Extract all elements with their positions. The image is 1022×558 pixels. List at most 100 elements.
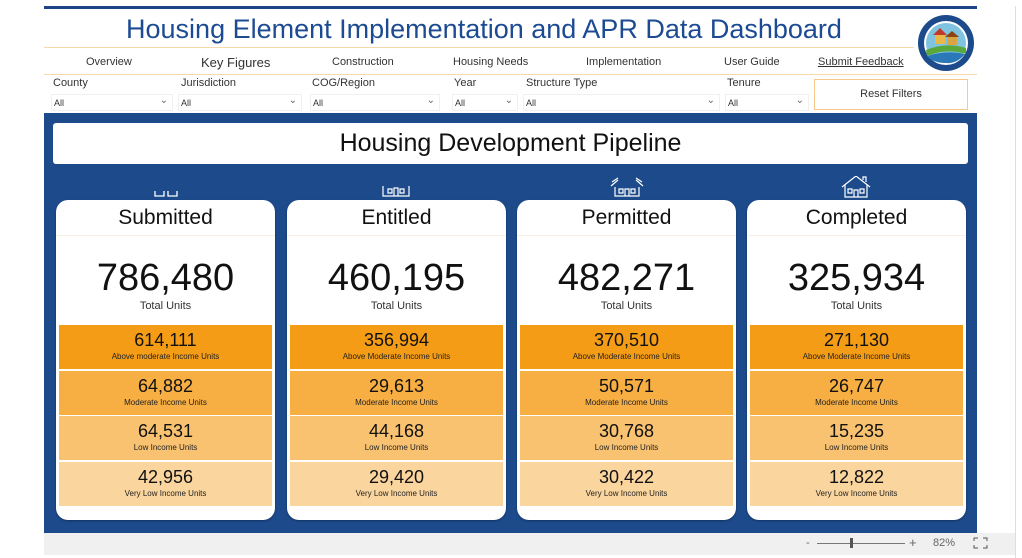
income-units-value: 15,235 [828,421,885,441]
card-permitted: Permitted 482,271 Total Units 370,510 Ab… [517,200,736,520]
dropdown-value: All [526,98,537,108]
nav-overview[interactable]: Overview [86,56,132,68]
income-row: 30,422 Very Low Income Units [520,462,733,506]
income-row: 29,420 Very Low Income Units [290,462,503,506]
status-bar [44,533,1015,555]
dropdown-value: All [455,98,466,108]
income-row: 42,956 Very Low Income Units [59,462,272,506]
empty-lots-icon [154,191,178,197]
income-row: 64,531 Low Income Units [59,416,272,460]
nav-submit-feedback[interactable]: Submit Feedback [818,56,904,68]
income-units-value: 12,822 [828,467,885,487]
page-border [1015,6,1016,558]
income-units-value: 64,531 [137,421,194,441]
header-rule [44,6,977,9]
nav-key-figures[interactable]: Key Figures [201,55,271,70]
page-title: Housing Element Implementation and APR D… [126,14,842,44]
income-units-label: Low Income Units [364,443,429,452]
income-units-value: 50,571 [598,376,655,396]
card-entitled: Entitled 460,195 Total Units 356,994 Abo… [287,200,506,520]
zoom-slider[interactable] [817,543,905,544]
income-units-label: Moderate Income Units [585,398,668,407]
income-units-label: Very Low Income Units [815,489,898,498]
income-units-label: Low Income Units [133,443,198,452]
income-units-label: Moderate Income Units [355,398,438,407]
total-units-label: Total Units [830,300,883,312]
income-units-value: 370,510 [593,330,660,350]
income-row: 12,822 Very Low Income Units [750,462,963,506]
total-units-value: 786,480 [96,257,235,299]
dropdown-value: All [181,98,192,108]
tenure-dropdown[interactable]: All ⌄ [725,94,809,111]
income-units-value: 64,882 [137,376,194,396]
nav-implementation[interactable]: Implementation [586,56,662,68]
cog-region-dropdown[interactable]: All ⌄ [310,94,440,111]
income-units-value: 29,420 [368,467,425,487]
nav-construction[interactable]: Construction [332,56,394,68]
income-row: 271,130 Above Moderate Income Units [750,325,963,369]
hcd-logo [918,15,974,71]
income-units-value: 614,111 [134,330,197,350]
income-units-label: Very Low Income Units [355,489,438,498]
zoom-slider-handle[interactable] [850,538,853,548]
income-row: 44,168 Low Income Units [290,416,503,460]
income-units-label: Low Income Units [594,443,659,452]
chevron-down-icon: ⌄ [288,95,297,106]
house-icon [841,176,871,198]
card-title: Submitted [56,200,275,236]
income-row: 356,994 Above Moderate Income Units [290,325,503,369]
dropdown-value: All [728,98,739,108]
jurisdiction-dropdown[interactable]: All ⌄ [178,94,302,111]
income-units-value: 42,956 [137,467,194,487]
income-units-label: Above Moderate Income Units [802,352,911,361]
zoom-in-button[interactable]: + [909,535,917,550]
card-submitted: Submitted 786,480 Total Units 614,111 Ab… [56,200,275,520]
chevron-down-icon: ⌄ [795,95,804,106]
zoom-out-button[interactable]: - [806,537,810,549]
filter-label-cog-region: COG/Region [312,77,375,89]
total-units-label: Total Units [370,300,423,312]
card-completed: Completed 325,934 Total Units 271,130 Ab… [747,200,966,520]
divider [44,74,977,75]
zoom-level: 82% [933,537,956,549]
reset-filters-button[interactable]: Reset Filters [814,79,968,110]
income-units-value: 29,613 [368,376,425,396]
income-units-label: Low Income Units [824,443,889,452]
income-units-label: Above Moderate Income Units [342,352,451,361]
year-dropdown[interactable]: All ⌄ [452,94,518,111]
income-row: 64,882 Moderate Income Units [59,371,272,415]
income-units-label: Moderate Income Units [124,398,207,407]
dropdown-value: All [313,98,324,108]
filter-label-county: County [53,77,88,89]
income-units-value: 26,747 [828,376,885,396]
fullscreen-icon[interactable] [973,537,988,549]
total-units-value: 325,934 [787,257,926,299]
income-units-value: 30,422 [598,467,655,487]
income-row: 370,510 Above Moderate Income Units [520,325,733,369]
card-title: Completed [747,200,966,236]
income-row: 30,768 Low Income Units [520,416,733,460]
county-dropdown[interactable]: All ⌄ [51,94,173,111]
structure-type-dropdown[interactable]: All ⌄ [523,94,720,111]
filter-label-jurisdiction: Jurisdiction [181,77,237,89]
filter-label-structure-type: Structure Type [526,77,598,89]
income-row: 26,747 Moderate Income Units [750,371,963,415]
income-units-label: Moderate Income Units [815,398,898,407]
income-units-value: 44,168 [368,421,425,441]
income-units-value: 30,768 [598,421,655,441]
income-units-label: Very Low Income Units [585,489,668,498]
total-units-label: Total Units [139,300,192,312]
divider [44,47,914,48]
filter-label-year: Year [454,77,477,89]
building-foundation-icon [382,186,410,197]
total-units-value: 460,195 [327,257,466,299]
nav-housing-needs[interactable]: Housing Needs [453,56,529,68]
chevron-down-icon: ⌄ [426,95,435,106]
nav-user-guide[interactable]: User Guide [724,56,780,68]
card-title: Entitled [287,200,506,236]
filter-label-tenure: Tenure [727,77,761,89]
income-row: 15,235 Low Income Units [750,416,963,460]
chevron-down-icon: ⌄ [159,95,168,106]
chevron-down-icon: ⌄ [504,95,513,106]
income-row: 50,571 Moderate Income Units [520,371,733,415]
